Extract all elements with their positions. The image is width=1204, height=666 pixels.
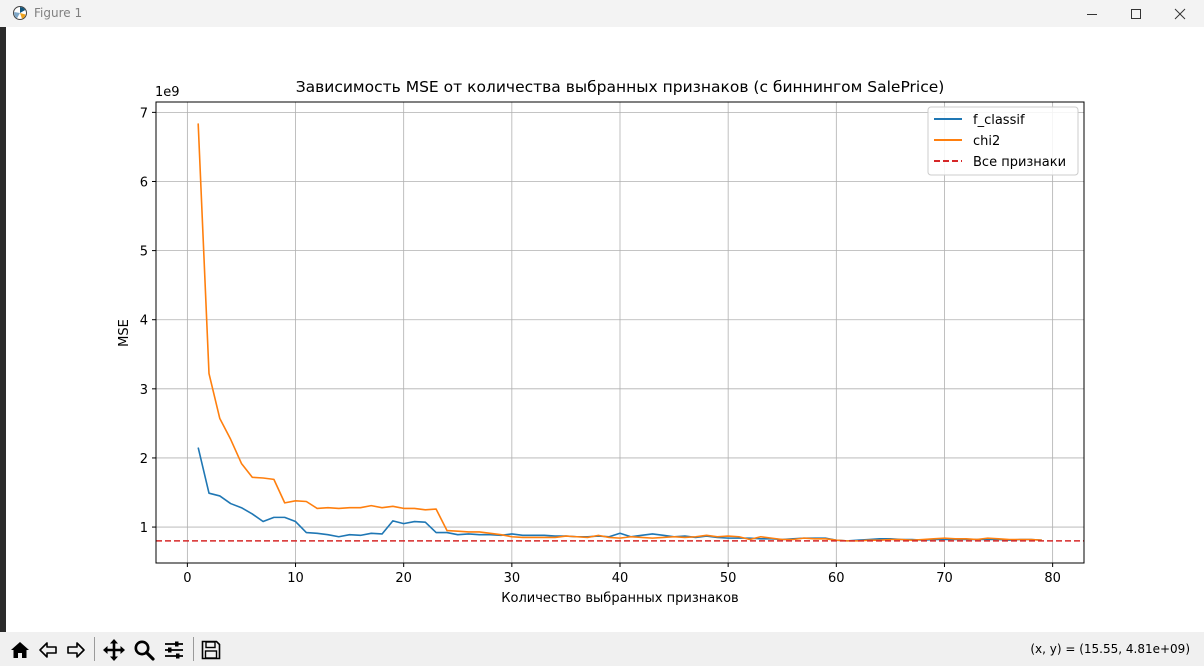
maximize-icon [1131,8,1141,19]
x-tick-label: 0 [183,571,191,586]
y-axis-label: MSE [117,319,132,347]
y-tick-label: 7 [140,106,148,121]
y-tick-label: 2 [140,452,148,467]
series-line-chi2[interactable] [197,123,1042,542]
x-tick-label: 60 [828,571,845,586]
close-icon [1174,8,1186,19]
y-tick-label: 4 [140,314,148,329]
pan-button[interactable] [101,637,127,663]
title-bar: Figure 1 [0,0,1204,27]
y-tick-label: 5 [140,245,148,260]
forward-button[interactable] [63,637,89,663]
toolbar-separator [193,637,194,661]
y-tick-label: 3 [140,383,148,398]
chart[interactable]: 0 10 20 30 40 50 60 70 80 1 2 3 4 5 6 7 Зависимость MSE… [6,27,1204,632]
legend-label-all-features: Все признаки [973,155,1066,170]
zoom-magnifier-icon [134,640,155,661]
back-button[interactable] [35,637,61,663]
x-tick-label: 20 [395,571,412,586]
navigation-toolbar: (x, y) = (15.55, 4.81e+09) [0,632,1204,666]
save-disk-icon [201,640,221,660]
x-tick-label: 50 [720,571,737,586]
y-tick-label: 6 [140,175,148,190]
coordinate-readout: (x, y) = (15.55, 4.81e+09) [1030,642,1190,656]
y-offset-label: 1e9 [155,85,180,100]
minimize-button[interactable] [1070,0,1114,27]
configure-subplots-icon [165,641,183,659]
figure-canvas[interactable]: 0 10 20 30 40 50 60 70 80 1 2 3 4 5 6 7 Зависимость MSE… [6,27,1204,632]
minimize-icon [1087,13,1097,15]
x-axis-label: Количество выбранных признаков [501,591,738,606]
x-tick-label: 30 [504,571,521,586]
y-tick-label: 1 [140,521,148,536]
save-button[interactable] [198,637,224,663]
home-button[interactable] [7,637,33,663]
x-tick-label: 80 [1044,571,1061,586]
x-tick-label: 40 [612,571,629,586]
toolbar-separator [94,637,95,661]
legend-label-chi2: chi2 [973,134,1000,149]
matplotlib-logo-icon [13,6,27,20]
forward-arrow-icon [67,642,85,658]
chart-title: Зависимость MSE от количества выбранных … [296,78,945,96]
x-tick-label: 70 [936,571,953,586]
maximize-button[interactable] [1114,0,1158,27]
window-title: Figure 1 [34,6,83,20]
close-button[interactable] [1158,0,1202,27]
pan-move-icon [103,639,125,661]
home-icon [11,642,29,658]
legend[interactable]: f_classif chi2 Все признаки [927,106,1079,176]
desktop-edge [0,27,6,632]
legend-label-f-classif: f_classif [973,113,1025,128]
back-arrow-icon [39,642,57,658]
legend-box [927,106,1079,176]
zoom-button[interactable] [131,637,157,663]
configure-subplots-button[interactable] [161,637,187,663]
x-tick-label: 10 [287,571,304,586]
